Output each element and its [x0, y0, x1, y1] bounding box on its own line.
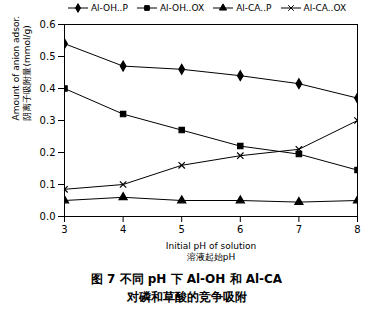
svg-text:溶液起始pH: 溶液起始pH	[187, 252, 235, 262]
svg-text:5: 5	[179, 224, 185, 235]
svg-text:0.5: 0.5	[40, 51, 56, 62]
svg-text:Amount of anion adsor.: Amount of anion adsor.	[11, 16, 21, 121]
svg-text:0.2: 0.2	[40, 147, 56, 158]
svg-text:0.4: 0.4	[40, 83, 56, 94]
svg-text:6: 6	[237, 224, 243, 235]
svg-text:0.3: 0.3	[40, 115, 56, 126]
svg-text:3: 3	[61, 224, 67, 235]
html-text:Al-OH..OX: Al-OH..OX	[159, 3, 205, 13]
html-text:图 7 不同 pH 下 Al-OH 和 Al-CA 对磷和草: 图 7 不同 pH 下 Al-OH 和 Al-CA 对磷和草酸的竞争吸附	[90, 272, 283, 304]
svg-text:0.6: 0.6	[40, 19, 56, 30]
svg-text:4: 4	[120, 224, 126, 235]
svg-text:Initial pH of solution: Initial pH of solution	[166, 241, 256, 251]
svg-text:0.1: 0.1	[40, 179, 56, 190]
svg-text:阴离子吸附量(mmol/g): 阴离子吸附量(mmol/g)	[22, 25, 32, 120]
svg-text:8: 8	[354, 224, 360, 235]
html-text:Al-CA..OX: Al-CA..OX	[303, 3, 347, 13]
svg-text:7: 7	[296, 224, 302, 235]
html-text:Al-OH..P: Al-OH..P	[90, 3, 128, 13]
html-text:Al-CA..P: Al-CA..P	[236, 3, 272, 13]
svg-text:0.0: 0.0	[40, 211, 56, 222]
